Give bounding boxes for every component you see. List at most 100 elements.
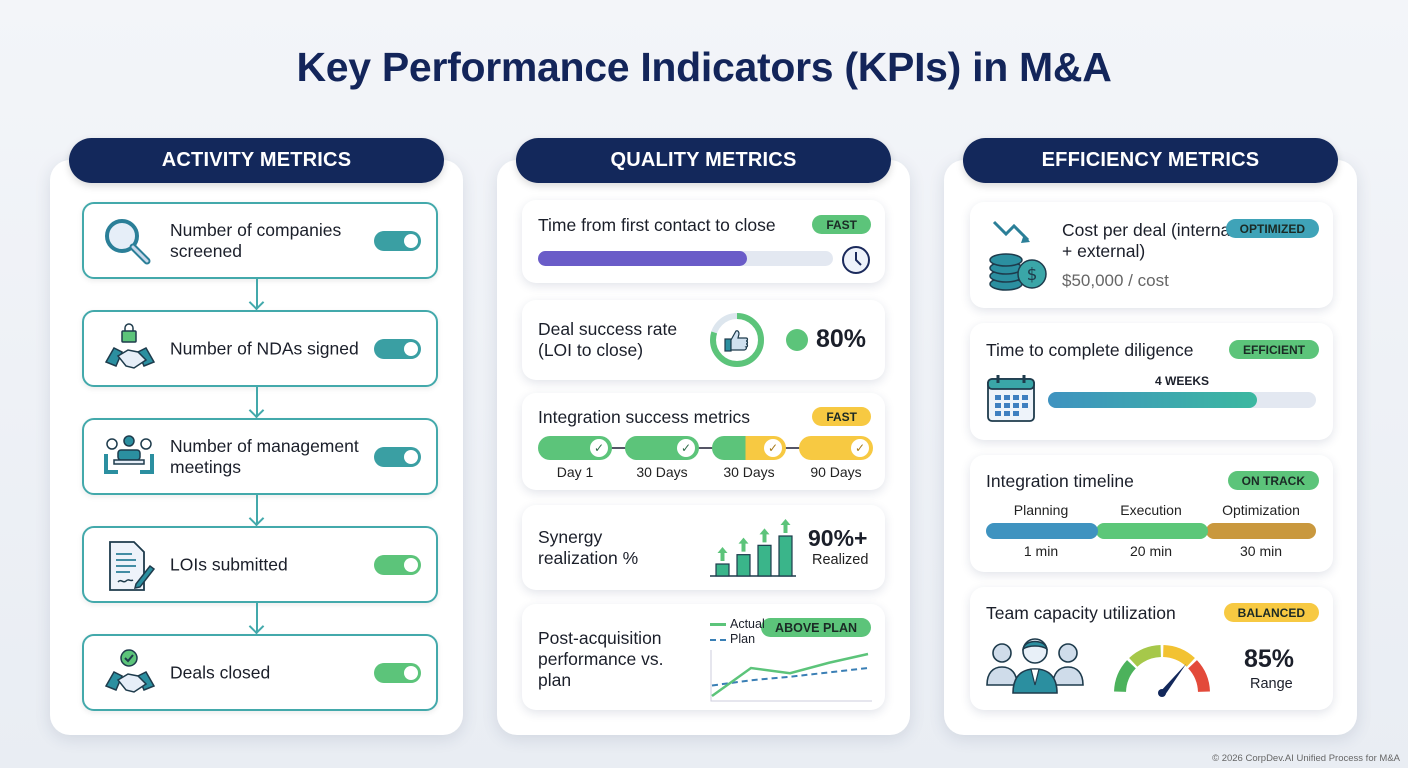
synergy-bar	[715, 563, 730, 577]
kpi-post-acquisition: Post-acquisition performance vs. plan AB…	[522, 604, 885, 710]
kpi-label: Integration timeline	[986, 471, 1134, 491]
success-ring	[710, 313, 764, 367]
synergy-bar	[736, 554, 751, 577]
magnifier-icon	[105, 219, 151, 265]
legend-actual: Actual	[730, 617, 765, 631]
handshake-check-icon	[104, 649, 156, 693]
kpi-integration-timeline: Integration timeline ON TRACK Planning 1 …	[970, 455, 1333, 572]
kpi-label: Cost per deal (internal + external)	[1062, 220, 1235, 261]
check-icon: ✓	[677, 439, 695, 457]
legend-plan: Plan	[730, 632, 756, 646]
status-badge: ABOVE PLAN	[761, 618, 871, 637]
flow-arrow	[256, 495, 258, 524]
phase-duration: 30 min	[1239, 543, 1283, 559]
step-label: Day 1	[556, 464, 594, 480]
legend-plan-swatch	[710, 639, 726, 641]
toggle[interactable]	[374, 663, 421, 683]
item-label: Number of management meetings	[170, 435, 359, 477]
status-badge: FAST	[812, 215, 871, 234]
check-icon: ✓	[851, 439, 869, 457]
connector-line	[592, 447, 812, 449]
gauge-segment	[1187, 660, 1210, 693]
toggle[interactable]	[374, 231, 421, 251]
phase-bar	[986, 523, 1098, 539]
toggle[interactable]	[374, 339, 421, 359]
flow-arrow	[256, 279, 258, 308]
up-arrow-icon	[759, 528, 770, 543]
kpi-team-capacity: Team capacity utilization BALANCED 85% R…	[970, 587, 1333, 710]
activity-item-lois-submitted: LOIs submitted	[82, 526, 438, 603]
phase-duration: 20 min	[1129, 543, 1173, 559]
synergy-bar	[757, 544, 772, 577]
kpi-diligence-time: Time to complete diligence EFFICIENT 4 W…	[970, 323, 1333, 440]
kpi-time-to-close: Time from first contact to close FAST	[522, 200, 885, 283]
check-icon: ✓	[590, 439, 608, 457]
gauge-segment	[1114, 660, 1137, 693]
efficiency-header: EFFICIENCY METRICS	[963, 138, 1338, 183]
kpi-label: Time to complete diligence	[986, 340, 1194, 360]
handshake-lock-icon	[104, 323, 156, 369]
kpi-label: Time from first contact to close	[538, 215, 776, 235]
step-pill: ✓	[625, 436, 699, 460]
phase-name: Execution	[1120, 502, 1182, 518]
toggle[interactable]	[374, 447, 421, 467]
actual-line	[711, 652, 869, 698]
step-label: 30 Days	[636, 464, 688, 480]
item-label: Deals closed	[170, 662, 271, 682]
kpi-sublabel: Realized	[812, 552, 869, 568]
activity-item-deals-closed: Deals closed	[82, 634, 438, 711]
kpi-value: $50,000 / cost	[1062, 271, 1169, 290]
coins-down-icon: $	[989, 220, 1047, 291]
item-label: Number of NDAs signed	[170, 338, 359, 358]
document-signature-icon	[109, 541, 156, 591]
step-pill: ✓	[538, 436, 612, 460]
toggle[interactable]	[374, 555, 421, 575]
progress-track	[538, 251, 833, 266]
kpi-value: 85%	[1244, 645, 1295, 673]
step-label: 90 Days	[810, 464, 862, 480]
chart-axes	[710, 650, 872, 702]
progress-fill	[1048, 392, 1258, 408]
status-badge: BALANCED	[1223, 603, 1319, 622]
kpi-label: Deal success rate (LOI to close)	[538, 319, 678, 360]
phase-bar	[1096, 523, 1208, 539]
quality-header: QUALITY METRICS	[516, 138, 891, 183]
step-pill: ✓	[799, 436, 873, 460]
legend-actual-swatch	[710, 623, 726, 626]
check-icon: ✓	[764, 439, 782, 457]
up-arrow-icon	[780, 519, 791, 533]
step-pill: ✓	[712, 436, 786, 460]
svg-text:$: $	[1027, 265, 1038, 285]
phase-bar	[1206, 523, 1316, 539]
item-label: Number of companies screened	[170, 219, 342, 261]
item-label: LOIs submitted	[170, 554, 288, 574]
phase-name: Planning	[1013, 502, 1069, 518]
gauge-hub	[1158, 689, 1166, 697]
status-dot	[786, 329, 808, 351]
gauge-segment	[1129, 645, 1162, 668]
kpi-synergy-realization: Synergy realization % 90%+ Realized	[522, 505, 885, 590]
phase-name: Optimization	[1222, 502, 1300, 518]
kpi-sublabel: Range	[1250, 676, 1293, 692]
status-badge: OPTIMIZED	[1225, 219, 1319, 238]
capacity-gauge	[1114, 645, 1210, 697]
status-badge: FAST	[812, 407, 871, 426]
growth-bars-icon	[710, 519, 796, 577]
bar-label: 4 WEEKS	[1154, 374, 1209, 388]
up-arrow-icon	[738, 537, 749, 552]
plan-line	[711, 667, 869, 687]
kpi-label: Integration success metrics	[538, 407, 751, 427]
thumbs-up-icon	[724, 330, 749, 352]
progress-fill	[538, 251, 748, 266]
kpi-value: 80%	[816, 325, 867, 353]
page-title: Key Performance Indicators (KPIs) in M&A	[296, 44, 1112, 90]
kpi-label: Team capacity utilization	[986, 603, 1176, 623]
meeting-icon	[104, 435, 154, 474]
kpi-value: 90%+	[808, 525, 868, 551]
activity-item-ndas-signed: Number of NDAs signed	[82, 310, 438, 387]
up-arrow-icon	[717, 547, 728, 561]
kpi-deal-success-rate: Deal success rate (LOI to close) 80%	[522, 300, 885, 380]
activity-item-companies-screened: Number of companies screened	[82, 202, 438, 279]
progress-track	[1048, 392, 1316, 408]
clock-icon	[842, 246, 870, 274]
